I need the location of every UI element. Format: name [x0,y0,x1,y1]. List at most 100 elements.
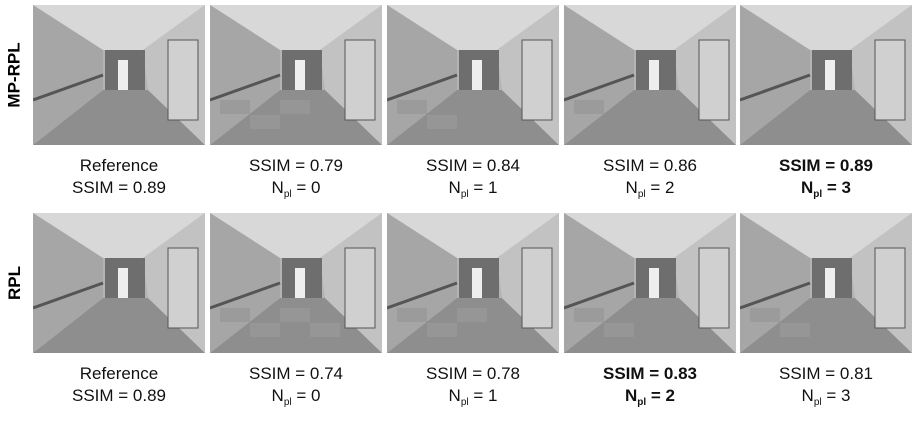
caption-line: Reference [33,155,205,177]
artifact-block [280,100,310,114]
value: = 1 [473,178,497,197]
person [472,268,482,298]
symbol: N [449,386,461,405]
subscript: pl [638,189,646,200]
symbol: N [625,386,637,405]
caption: SSIM = 0.84Npl = 1 [387,155,559,206]
symbol: N [449,178,461,197]
artifact-block [220,308,250,322]
door [875,248,905,328]
door [168,40,198,120]
figure: MP-RPLReferenceSSIM = 0.89SSIM = 0.79Npl… [0,0,912,417]
photo [564,213,736,353]
symbol: N [272,178,284,197]
person [295,268,305,298]
door [699,248,729,328]
row-label: RPL [0,213,30,353]
artifact-block [457,308,487,322]
caption-line: Npl = 1 [387,385,559,414]
photo [740,213,912,353]
value: = 0 [296,386,320,405]
person [118,268,128,298]
artifact-block [250,323,280,337]
caption-line: SSIM = 0.89 [33,177,205,199]
artifact-block [427,115,457,129]
person [825,268,835,298]
caption-line: SSIM = 0.74 [210,363,382,385]
artifact-block [574,100,604,114]
cell: SSIM = 0.81Npl = 3 [740,213,912,414]
subscript: pl [284,189,292,200]
door [522,248,552,328]
subscript: pl [813,189,822,200]
cell: SSIM = 0.74Npl = 0 [210,213,382,414]
caption-line: Reference [33,363,205,385]
artifact-block [250,115,280,129]
person [825,60,835,90]
door [699,40,729,120]
caption-line: Npl = 3 [740,385,912,414]
subscript: pl [284,397,292,408]
value: = 3 [827,178,851,197]
artifact-block [310,323,340,337]
symbol: N [802,386,814,405]
artifact-block [397,100,427,114]
subscript: pl [461,189,469,200]
cell: SSIM = 0.83Npl = 2 [564,213,736,414]
subscript: pl [637,397,646,408]
artifact-block [604,323,634,337]
cell: SSIM = 0.84Npl = 1 [387,5,559,206]
row-label: MP-RPL [0,5,30,145]
caption: SSIM = 0.81Npl = 3 [740,363,912,414]
caption-line: SSIM = 0.86 [564,155,736,177]
row-label-text: MP-RPL [5,42,25,107]
value: = 2 [651,386,675,405]
caption-line: Npl = 3 [740,177,912,206]
door [345,248,375,328]
photo [564,5,736,145]
row-label-text: RPL [5,266,25,300]
person [118,60,128,90]
door [522,40,552,120]
subscript: pl [461,397,469,408]
caption: SSIM = 0.78Npl = 1 [387,363,559,414]
artifact-block [220,100,250,114]
value: = 0 [296,178,320,197]
door [345,40,375,120]
symbol: N [626,178,638,197]
caption-line: SSIM = 0.79 [210,155,382,177]
caption-line: SSIM = 0.83 [564,363,736,385]
artifact-block [397,308,427,322]
photo [210,5,382,145]
artifact-block [280,308,310,322]
caption-line: Npl = 2 [564,385,736,414]
caption-line: Npl = 1 [387,177,559,206]
person [295,60,305,90]
photo [387,213,559,353]
door [875,40,905,120]
caption-line: SSIM = 0.89 [740,155,912,177]
artifact-block [750,308,780,322]
caption-line: SSIM = 0.84 [387,155,559,177]
subscript: pl [814,397,822,408]
person [649,268,659,298]
caption-line: Npl = 0 [210,385,382,414]
symbol: N [801,178,813,197]
caption-line: SSIM = 0.78 [387,363,559,385]
person [649,60,659,90]
value: = 3 [826,386,850,405]
photo [33,213,205,353]
artifact-block [780,323,810,337]
